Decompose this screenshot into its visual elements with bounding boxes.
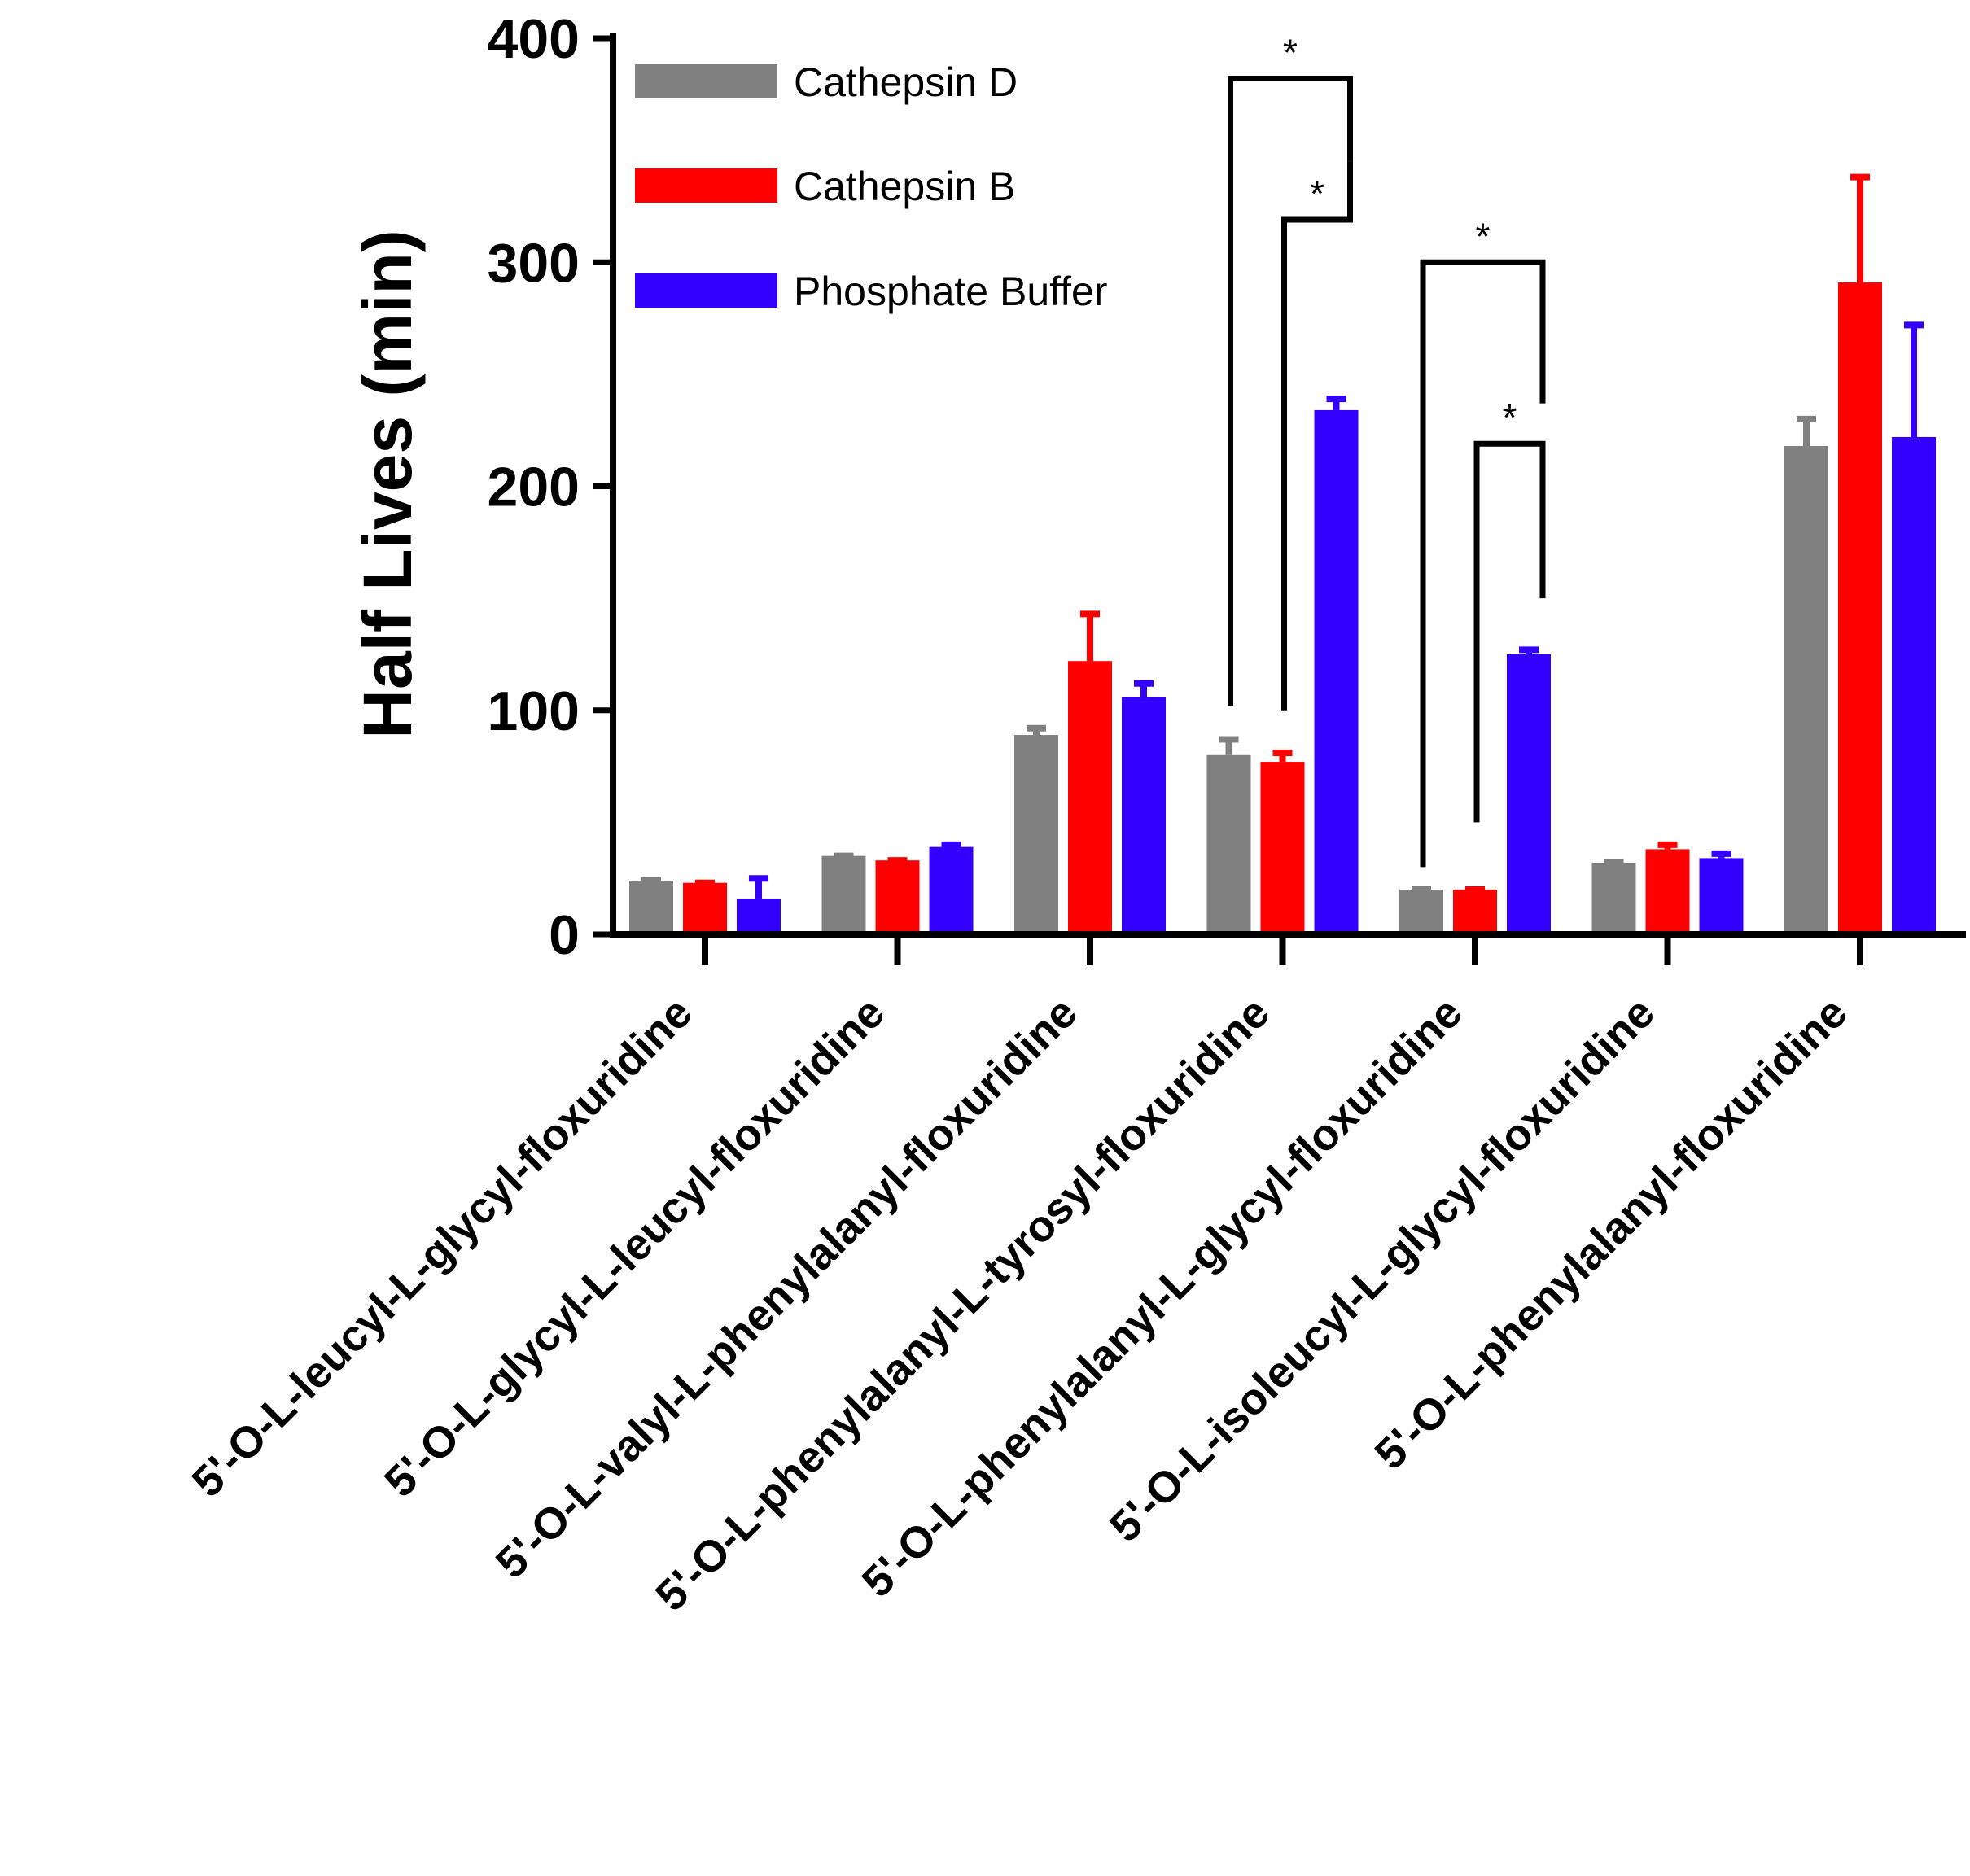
- bar-0-0: [629, 880, 673, 934]
- y-tick-label-1: 100: [488, 680, 580, 742]
- legend-label-2: Phosphate Buffer: [794, 269, 1107, 314]
- bar-0-6: [1784, 445, 1828, 934]
- legend-label-0: Cathepsin D: [794, 59, 1018, 105]
- legend-swatch-0: [635, 64, 777, 98]
- bar-2-1: [929, 846, 974, 934]
- significance-label-2: *: [1476, 215, 1491, 257]
- significance-bracket-3: [1473, 440, 1546, 823]
- y-axis-title: Half Lives (min): [349, 230, 426, 738]
- bar-0-5: [1591, 862, 1636, 934]
- bar-2-2: [1122, 697, 1166, 934]
- significance-label-0: *: [1283, 32, 1298, 74]
- bar-1-1: [875, 860, 920, 934]
- bar-1-4: [1453, 889, 1497, 934]
- legend: Cathepsin D Cathepsin B Phosphate Buffer: [635, 59, 1107, 314]
- y-ticks-layer: 0 100 200 300 400: [488, 8, 613, 966]
- axes-layer: Half Lives (min): [349, 33, 1966, 938]
- bar-2-4: [1507, 654, 1551, 934]
- y-tick-label-0: 0: [549, 904, 580, 966]
- bar-1-5: [1645, 849, 1690, 934]
- legend-label-1: Cathepsin B: [794, 164, 1015, 209]
- y-tick-label-2: 200: [488, 457, 580, 518]
- bar-0-4: [1399, 889, 1443, 934]
- bar-2-0: [737, 898, 781, 934]
- bar-2-5: [1699, 858, 1744, 934]
- y-tick-label-3: 300: [488, 232, 580, 294]
- significance-bracket-0: [1228, 76, 1353, 706]
- significance-bracket-1: [1281, 161, 1353, 711]
- bar-0-2: [1014, 735, 1058, 934]
- bar-1-6: [1838, 282, 1882, 935]
- bar-1-2: [1068, 661, 1112, 934]
- x-ticks-layer: 5'-O-L-leucyl-L-glycyl-floxuridine5'-O-L…: [182, 934, 1863, 1620]
- significance-label-3: *: [1503, 396, 1517, 439]
- bar-0-3: [1206, 754, 1251, 934]
- y-tick-label-4: 400: [488, 8, 580, 70]
- bar-2-6: [1892, 436, 1936, 934]
- significance-layer: * * * *: [1228, 32, 1546, 868]
- bar-2-3: [1314, 409, 1359, 934]
- bar-1-0: [683, 882, 727, 934]
- significance-bracket-2: [1420, 259, 1546, 868]
- legend-swatch-1: [635, 168, 777, 203]
- legend-swatch-2: [635, 273, 777, 308]
- bar-0-1: [821, 855, 866, 934]
- bars-layer: [629, 173, 1936, 935]
- bar-1-3: [1260, 762, 1305, 934]
- significance-label-1: *: [1310, 173, 1324, 215]
